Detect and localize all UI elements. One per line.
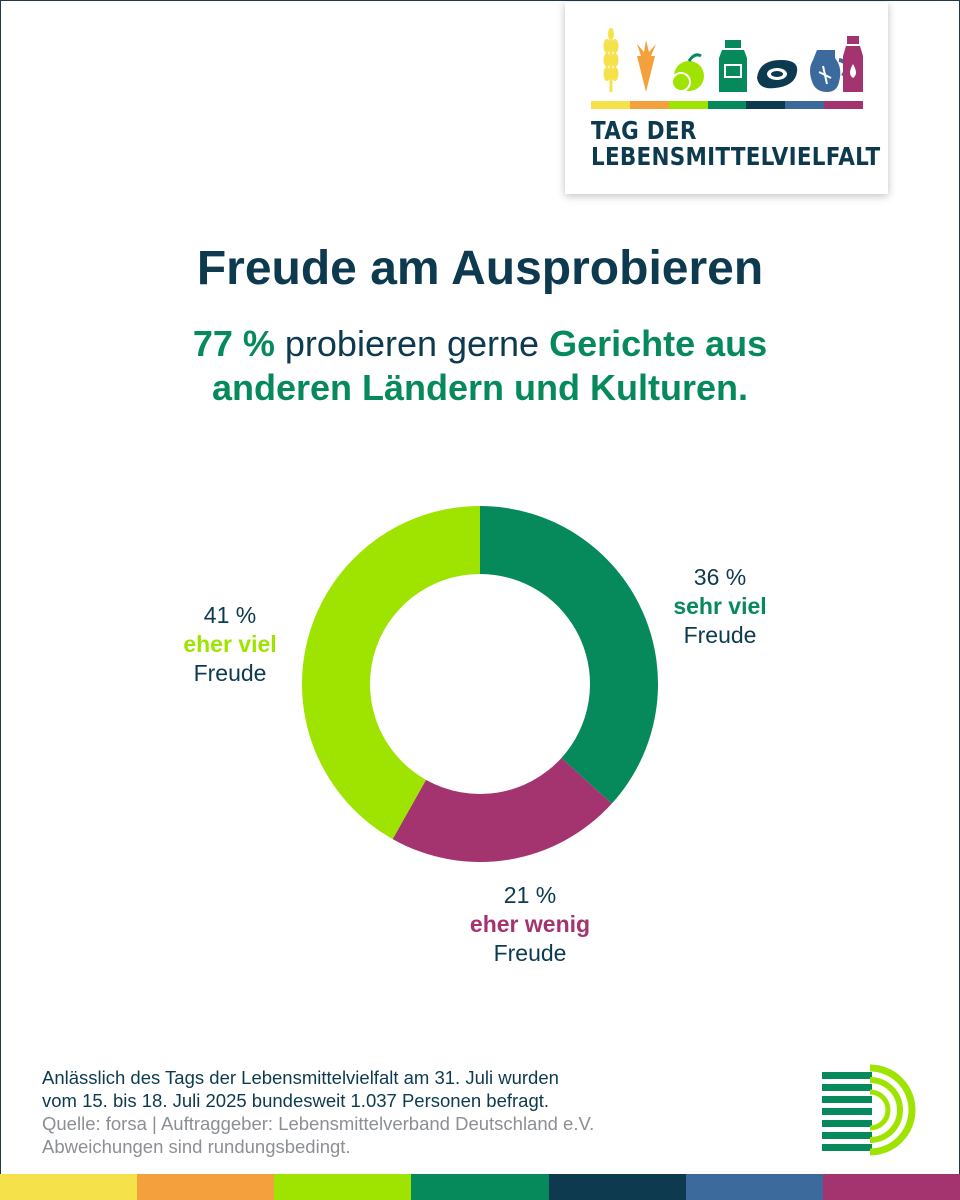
- logo-text: TAG DER LEBENSMITTELVIELFALT: [591, 116, 881, 171]
- subtitle-highlight: Gerichte aus anderen Ländern und Kulture…: [211, 323, 768, 408]
- subtitle: 77 % probieren gerne Gerichte aus andere…: [130, 322, 830, 410]
- donut-slice-eher-wenig: [392, 757, 612, 863]
- color-stripe-1: [591, 101, 630, 109]
- footer-text: Anlässlich des Tags der Lebensmittelviel…: [42, 1066, 682, 1158]
- slice-value-label: 21 %: [503, 882, 557, 908]
- subtitle-middle: probieren gerne: [274, 323, 550, 364]
- slice-suffix-label: Freude: [493, 940, 567, 966]
- color-stripe-6: [785, 101, 825, 109]
- footer-source: Quelle: forsa | Auftraggeber: Lebensmitt…: [42, 1113, 595, 1134]
- color-stripe-2: [629, 101, 669, 109]
- color-stripe-4: [707, 101, 747, 109]
- slice-suffix-label: Freude: [683, 622, 757, 648]
- color-stripe-1: [0, 1174, 138, 1200]
- drink-bottle-icon: [843, 36, 863, 92]
- color-stripe-5: [746, 101, 786, 109]
- footer-rounding-note: Abweichungen sind rundungsbedingt.: [42, 1136, 351, 1157]
- logo-icons: [603, 28, 863, 92]
- subtitle-percent: 77 %: [192, 323, 275, 364]
- logo-line-2: LEBENSMITTELVIELFALT: [591, 142, 881, 171]
- color-stripe-7: [824, 101, 864, 109]
- donut-slice-eher-viel: [301, 506, 480, 840]
- color-stripe-2: [137, 1174, 275, 1200]
- logo-color-stripes: [591, 101, 864, 109]
- slice-category-label: sehr viel: [673, 593, 767, 619]
- bottom-color-bar: [0, 1174, 960, 1200]
- logo-line-1: TAG DER: [591, 116, 697, 145]
- slice-label-eher-viel: 41 % eher viel Freude: [150, 601, 310, 688]
- footer-line-1: Anlässlich des Tags der Lebensmittelviel…: [42, 1067, 559, 1088]
- association-logo-icon: [822, 1064, 916, 1156]
- slice-category-label: eher wenig: [469, 911, 591, 937]
- footer-line-2: vom 15. bis 18. Juli 2025 bundesweit 1.0…: [42, 1090, 550, 1111]
- page-title: Freude am Ausprobieren: [196, 242, 764, 295]
- color-stripe-7: [822, 1174, 960, 1200]
- fruit-icon: [671, 53, 704, 92]
- color-stripe-5: [548, 1174, 686, 1200]
- color-stripe-3: [274, 1174, 412, 1200]
- slice-label-sehr-viel: 36 % sehr viel Freude: [640, 563, 800, 650]
- color-stripe-3: [668, 101, 708, 109]
- steak-icon: [757, 60, 798, 89]
- color-stripe-4: [411, 1174, 549, 1200]
- slice-value-label: 41 %: [203, 602, 257, 628]
- event-logo: TAG DER LEBENSMITTELVIELFALT: [565, 2, 888, 194]
- slice-suffix-label: Freude: [193, 660, 267, 686]
- donut-slice-sehr-viel: [480, 506, 658, 804]
- carrot-icon: [637, 40, 656, 92]
- milk-bottle-icon: [719, 40, 747, 92]
- slice-value-label: 36 %: [693, 564, 747, 590]
- color-stripe-6: [685, 1174, 823, 1200]
- wheat-icon: [603, 28, 619, 92]
- slice-category-label: eher viel: [183, 631, 277, 657]
- slice-label-eher-wenig: 21 % eher wenig Freude: [440, 881, 620, 968]
